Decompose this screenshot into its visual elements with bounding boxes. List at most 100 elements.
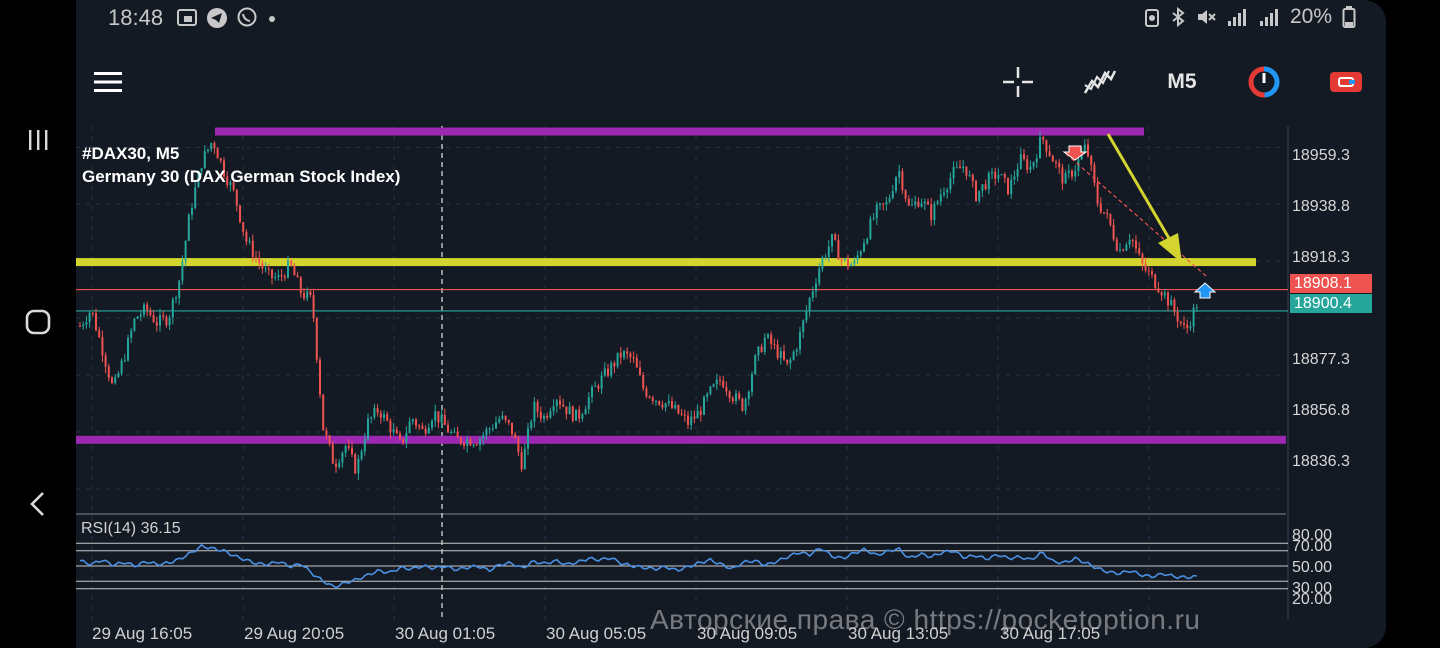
- bearish-candle: [741, 397, 744, 412]
- candle-body: [578, 409, 581, 419]
- candle-body: [703, 396, 705, 415]
- bearish-candle: [1058, 158, 1061, 175]
- account-icon[interactable]: [1326, 62, 1366, 102]
- bullish-candle: [603, 362, 606, 378]
- candle-body: [671, 401, 673, 409]
- recent-apps-icon[interactable]: [18, 120, 58, 160]
- time-tick: 30 Aug 05:05: [546, 624, 647, 643]
- support-level: [76, 435, 1286, 444]
- candle-body: [296, 275, 299, 278]
- candle-body: [741, 398, 744, 411]
- candle-body: [984, 184, 987, 190]
- bullish-candle: [779, 346, 782, 365]
- bullish-candle: [1077, 157, 1080, 177]
- timeframe-selector[interactable]: M5: [1160, 62, 1204, 102]
- indicators-icon[interactable]: [1080, 62, 1120, 102]
- candle-body: [991, 171, 993, 174]
- candle-body: [808, 297, 811, 311]
- bearish-candle: [994, 167, 997, 186]
- bullish-candle: [1067, 164, 1070, 179]
- candle-body: [155, 322, 158, 326]
- candle-body: [623, 351, 625, 358]
- candle-body: [571, 406, 574, 421]
- candle-body: [840, 259, 843, 261]
- bullish-candle: [549, 407, 552, 420]
- bullish-candle: [623, 349, 625, 360]
- candle-body: [783, 351, 785, 360]
- bearish-candle: [379, 410, 382, 424]
- chart-description: Germany 30 (DAX German Stock Index): [82, 167, 401, 186]
- bullish-candle: [85, 316, 88, 329]
- candle-body: [1115, 239, 1118, 251]
- candle-body: [1192, 307, 1195, 327]
- bullish-candle: [488, 426, 491, 435]
- candle-body: [1083, 144, 1086, 153]
- candle-body: [607, 368, 609, 376]
- candle-body: [107, 366, 110, 378]
- bearish-candle: [1157, 281, 1160, 294]
- bearish-candle: [1071, 169, 1073, 181]
- candle-body: [95, 313, 97, 331]
- candle-body: [965, 166, 968, 176]
- candle-body: [709, 386, 712, 395]
- candle-body: [930, 204, 933, 221]
- candle-body: [383, 414, 385, 418]
- bullish-candle: [696, 403, 699, 419]
- bearish-candle: [91, 312, 94, 317]
- candle-body: [565, 406, 568, 415]
- bullish-candle: [911, 198, 913, 206]
- bullish-candle: [664, 402, 667, 412]
- bullish-candle: [805, 305, 808, 324]
- price-chart[interactable]: [76, 0, 1386, 648]
- one-click-trade-icon[interactable]: [1244, 62, 1284, 102]
- resistance-level: [215, 127, 1144, 136]
- trade-link-line: [1065, 153, 1207, 277]
- bearish-candle: [261, 259, 264, 274]
- bullish-candle: [898, 164, 901, 184]
- trading-app: 18:48 20% M5: [76, 0, 1386, 648]
- candle-body: [200, 168, 203, 172]
- candle-body: [1067, 170, 1070, 173]
- crosshair-icon[interactable]: [998, 62, 1038, 102]
- candle-body: [328, 435, 331, 444]
- candle-body: [507, 419, 510, 423]
- bearish-candle: [415, 417, 417, 430]
- bearish-candle: [155, 316, 158, 332]
- candle-body: [885, 201, 888, 205]
- bearish-candle: [232, 177, 235, 192]
- home-icon[interactable]: [18, 302, 58, 342]
- candle-body: [731, 398, 734, 402]
- candle-body: [226, 176, 229, 186]
- candle-body: [1157, 287, 1160, 293]
- candle-body: [923, 201, 926, 204]
- bullish-candle: [936, 199, 939, 206]
- bearish-candle: [597, 383, 600, 393]
- candle-body: [712, 384, 715, 387]
- bullish-candle: [674, 401, 677, 410]
- bullish-candle: [751, 371, 753, 397]
- candle-body: [443, 414, 446, 425]
- candle-body: [1109, 213, 1112, 225]
- bearish-candle: [463, 441, 465, 450]
- viber-icon: [237, 7, 257, 27]
- candle-body: [594, 385, 597, 387]
- candle-body: [1029, 166, 1032, 170]
- bearish-candle: [226, 171, 229, 189]
- candle-body: [856, 255, 859, 261]
- bearish-candle: [731, 395, 734, 405]
- bearish-candle: [1061, 164, 1064, 190]
- bearish-candle: [280, 268, 283, 282]
- bearish-candle: [565, 406, 568, 420]
- bullish-candle: [997, 168, 1000, 183]
- mute-icon: [1197, 10, 1216, 24]
- candle-body: [1048, 151, 1051, 156]
- candle-body: [920, 203, 923, 207]
- candle-body: [232, 182, 235, 190]
- hamburger-menu-icon[interactable]: [88, 62, 128, 102]
- bullish-candle: [1119, 242, 1121, 253]
- bullish-candle: [1128, 234, 1131, 249]
- candle-body: [562, 404, 565, 407]
- candle-body: [139, 314, 142, 317]
- candle-body: [418, 425, 421, 427]
- back-icon[interactable]: [18, 484, 58, 524]
